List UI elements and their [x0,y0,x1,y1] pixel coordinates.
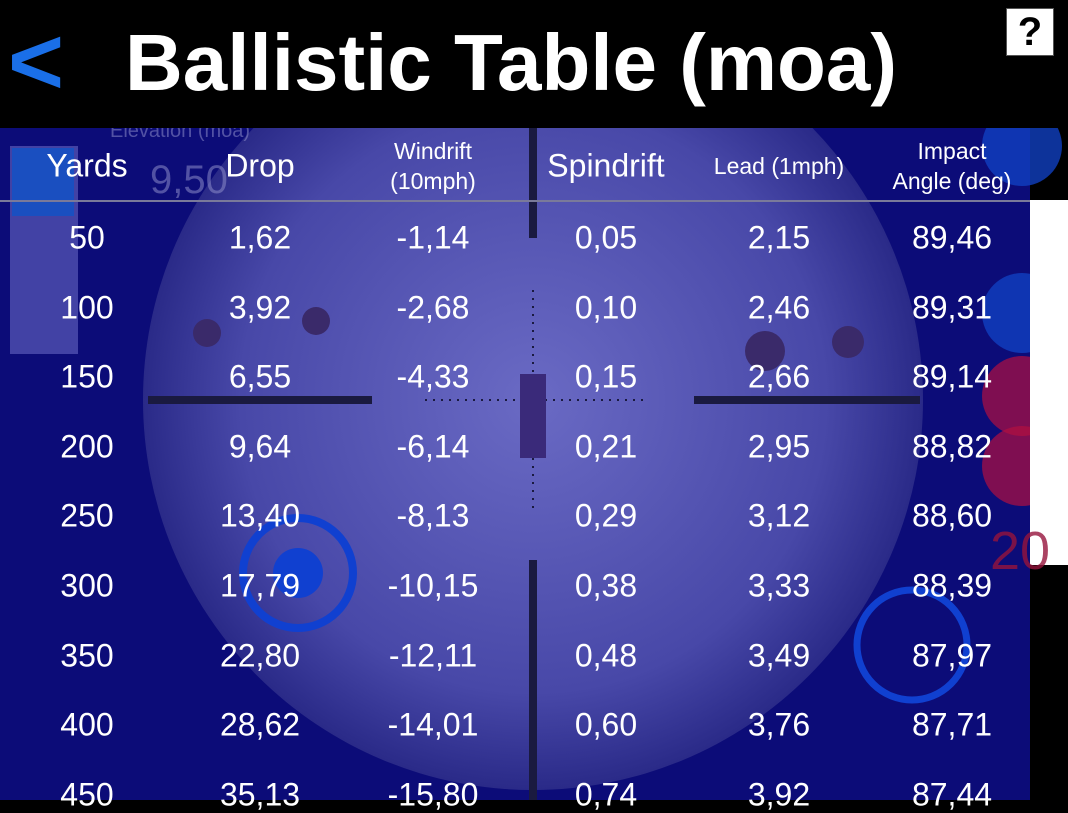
table-cell: 0,21 [574,428,638,465]
table-cell: 100 [60,289,114,326]
scenery [745,331,785,371]
table-cell: 88,60 [911,497,993,534]
table-cell: 300 [60,567,114,604]
table-cell: 2,46 [747,289,811,326]
table-cell: -14,01 [387,706,479,743]
table-cell: 3,92 [228,289,292,326]
table-cell: 3,76 [747,706,811,743]
table-cell: 87,97 [911,637,993,674]
target-figure [520,374,546,458]
table-cell: 2,66 [747,358,811,395]
table-cell: 2,95 [747,428,811,465]
help-button[interactable]: ? [1006,8,1054,56]
table-cell: 22,80 [219,637,301,674]
table-cell: 2,15 [747,219,811,256]
table-cell: 400 [60,706,114,743]
table-cell: 0,05 [574,219,638,256]
table-cell: 0,38 [574,567,638,604]
table-cell: 88,39 [911,567,993,604]
table-cell: -10,15 [387,567,479,604]
table-cell: -4,33 [396,358,470,395]
aim-icon [273,548,323,598]
compass-icon [853,586,971,704]
column-header: Yards [46,147,128,184]
column-header: Lead (1mph) [713,153,845,179]
table-cell: 3,92 [747,776,811,813]
aim-icon [239,514,357,632]
back-button[interactable]: < [8,8,65,115]
elevation-value: 9,50 [150,158,228,202]
table-cell: 28,62 [219,706,301,743]
table-cell: 3,12 [747,497,811,534]
table-cell: 3,33 [747,567,811,604]
table-cell: 89,14 [911,358,993,395]
side-number: 20 [990,521,1051,581]
table-cell: 89,31 [911,289,993,326]
table-cell: -12,11 [388,637,478,674]
table-cell: 0,48 [574,637,638,674]
table-cell: 87,44 [911,776,993,813]
screen-title: Ballistic Table (moa) [125,18,898,107]
table-cell: 0,29 [574,497,638,534]
column-header: Impact Angle (deg) [892,138,1012,194]
scenery [302,307,330,335]
table-cell: 350 [60,637,114,674]
table-cell: 250 [60,497,114,534]
table-cell: -15,80 [387,776,479,813]
scenery [193,319,221,347]
table-cell: -1,14 [396,219,470,256]
table-cell: 1,62 [228,219,292,256]
table-cell: 0,10 [574,289,638,326]
top-bar: < Ballistic Table (moa) ? [0,0,1068,128]
table-cell: 150 [60,358,114,395]
table-cell: 50 [69,219,105,256]
table-cell: 9,64 [228,428,292,465]
table-cell: 200 [60,428,114,465]
scenery [832,326,864,358]
scope-background [0,128,1068,800]
slider-knob [12,148,74,216]
column-header: Drop [225,147,295,184]
column-header: Spindrift [547,147,665,184]
side-strip [1030,200,1068,565]
table-cell: 87,71 [911,706,993,743]
table-cell: 0,60 [574,706,638,743]
column-header: Windrift (10mph) [390,138,476,194]
table-cell: -8,13 [396,497,470,534]
table-cell: 0,15 [574,358,638,395]
table-cell: 450 [60,776,114,813]
table-cell: -2,68 [396,289,470,326]
table-cell: 35,13 [219,776,301,813]
table-cell: -6,14 [396,428,470,465]
table-cell: 88,82 [911,428,993,465]
table-cell: 13,40 [219,497,301,534]
table-cell: 17,79 [219,567,301,604]
table-cell: 3,49 [747,637,811,674]
table-cell: 6,55 [228,358,292,395]
table-cell: 0,74 [574,776,638,813]
menu-icon [982,128,1062,186]
table-cell: 89,46 [911,219,993,256]
